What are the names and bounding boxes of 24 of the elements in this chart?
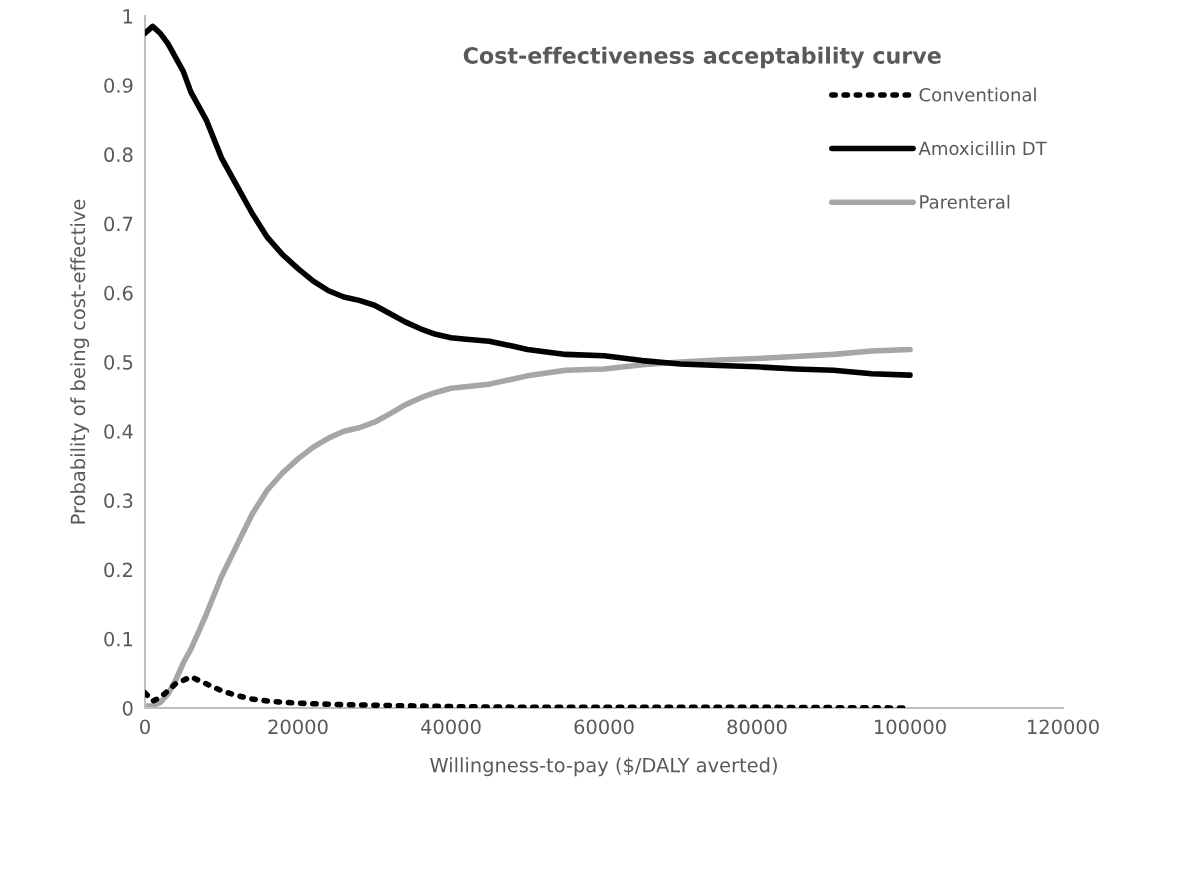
text: Cost-effectiveness acceptability curve <box>463 46 941 69</box>
y-tick-label: 0.6 <box>104 285 133 301</box>
y-tick-label: 0.1 <box>104 631 133 647</box>
y-tick-label: 0.4 <box>104 424 133 439</box>
x-axis-title: Willingness-to-pay ($/DALY averted) <box>430 757 777 777</box>
x-tick-label: 0 <box>140 719 150 735</box>
x-tick-label: 100000 <box>875 719 946 735</box>
y-tick-label: 0 <box>122 700 133 716</box>
x-tick-label: 40000 <box>421 719 481 735</box>
y-tick-label: 0.5 <box>104 354 133 370</box>
x-tick-label: 80000 <box>727 719 787 735</box>
x-tick-label: 120000 <box>1028 719 1099 735</box>
legend-label: Amoxicillin DT <box>918 141 1047 156</box>
y-axis-title: Probability of being cost-effective <box>70 199 90 524</box>
y-tick-label: 0.8 <box>104 147 133 163</box>
y-tick-label: 0.9 <box>104 78 133 93</box>
y-tick-label: 0.3 <box>104 493 133 509</box>
y-tick-label: 0.7 <box>104 216 133 232</box>
legend-label: Parenteral <box>920 194 1010 209</box>
y-tick-label: 0.2 <box>104 562 132 578</box>
legend-label: Conventional <box>919 87 1036 102</box>
y-tick-label: 1 <box>123 9 133 24</box>
x-tick-label: 20000 <box>268 719 328 735</box>
x-tick-label: 60000 <box>574 719 634 735</box>
